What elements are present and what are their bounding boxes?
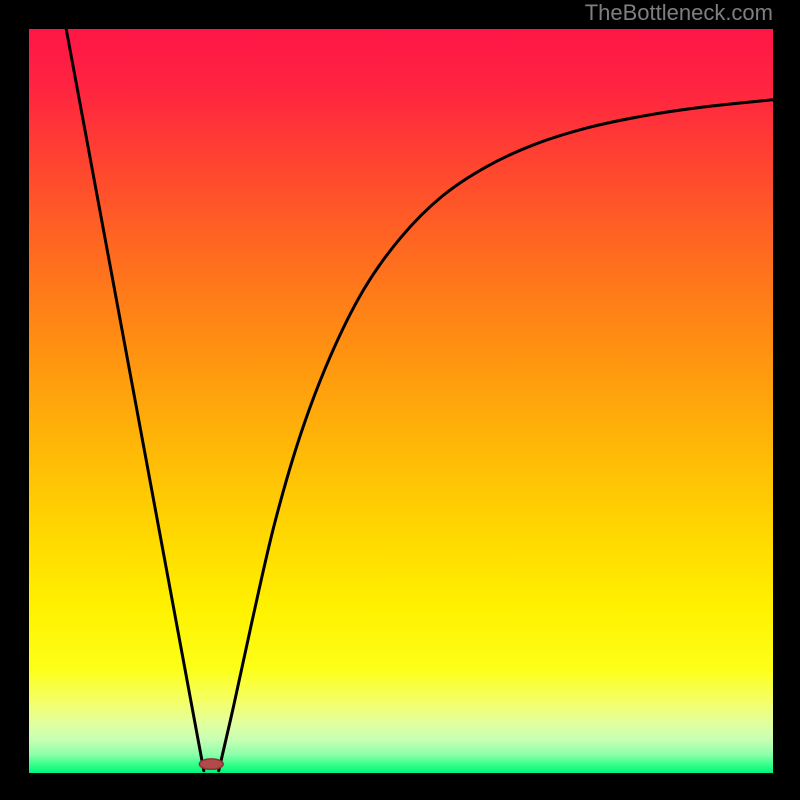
gradient-background bbox=[29, 29, 773, 773]
watermark-text: TheBottleneck.com bbox=[585, 0, 773, 26]
plot-area bbox=[29, 29, 773, 773]
bottleneck-marker bbox=[199, 759, 223, 769]
chart-svg bbox=[29, 29, 773, 773]
